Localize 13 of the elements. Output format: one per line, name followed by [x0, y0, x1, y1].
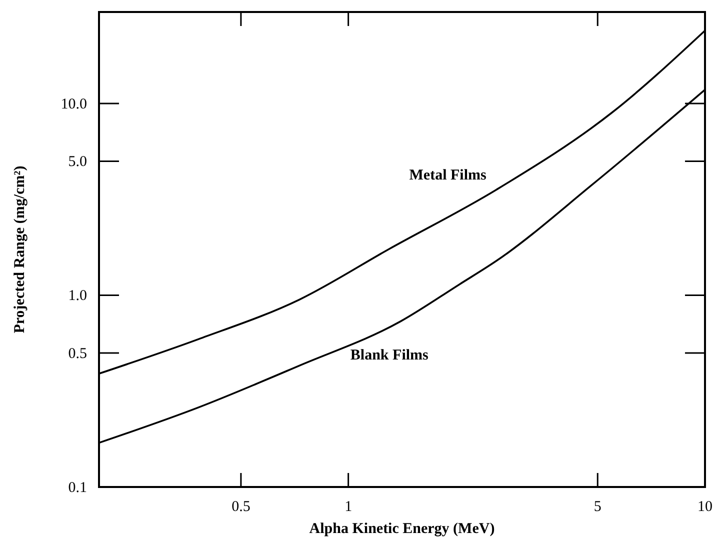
x-tick-label: 0.5	[232, 499, 250, 515]
y-tick-label: 5.0	[68, 154, 87, 170]
series-label: Metal Films	[409, 168, 486, 184]
y-tick-label: 1.0	[68, 288, 87, 304]
y-axis-title: Projected Range (mg/cm²)	[12, 166, 28, 334]
x-tick-label: 10	[698, 499, 712, 515]
y-tick-label: 0.1	[68, 480, 87, 496]
series-label: Blank Films	[350, 347, 429, 364]
y-tick-label: 10.0	[60, 96, 87, 112]
x-tick-label: 5	[594, 499, 602, 515]
x-tick-label: 1	[344, 499, 352, 515]
y-tick-label: 0.5	[68, 346, 87, 362]
x-axis-title: Alpha Kinetic Energy (MeV)	[309, 521, 495, 537]
